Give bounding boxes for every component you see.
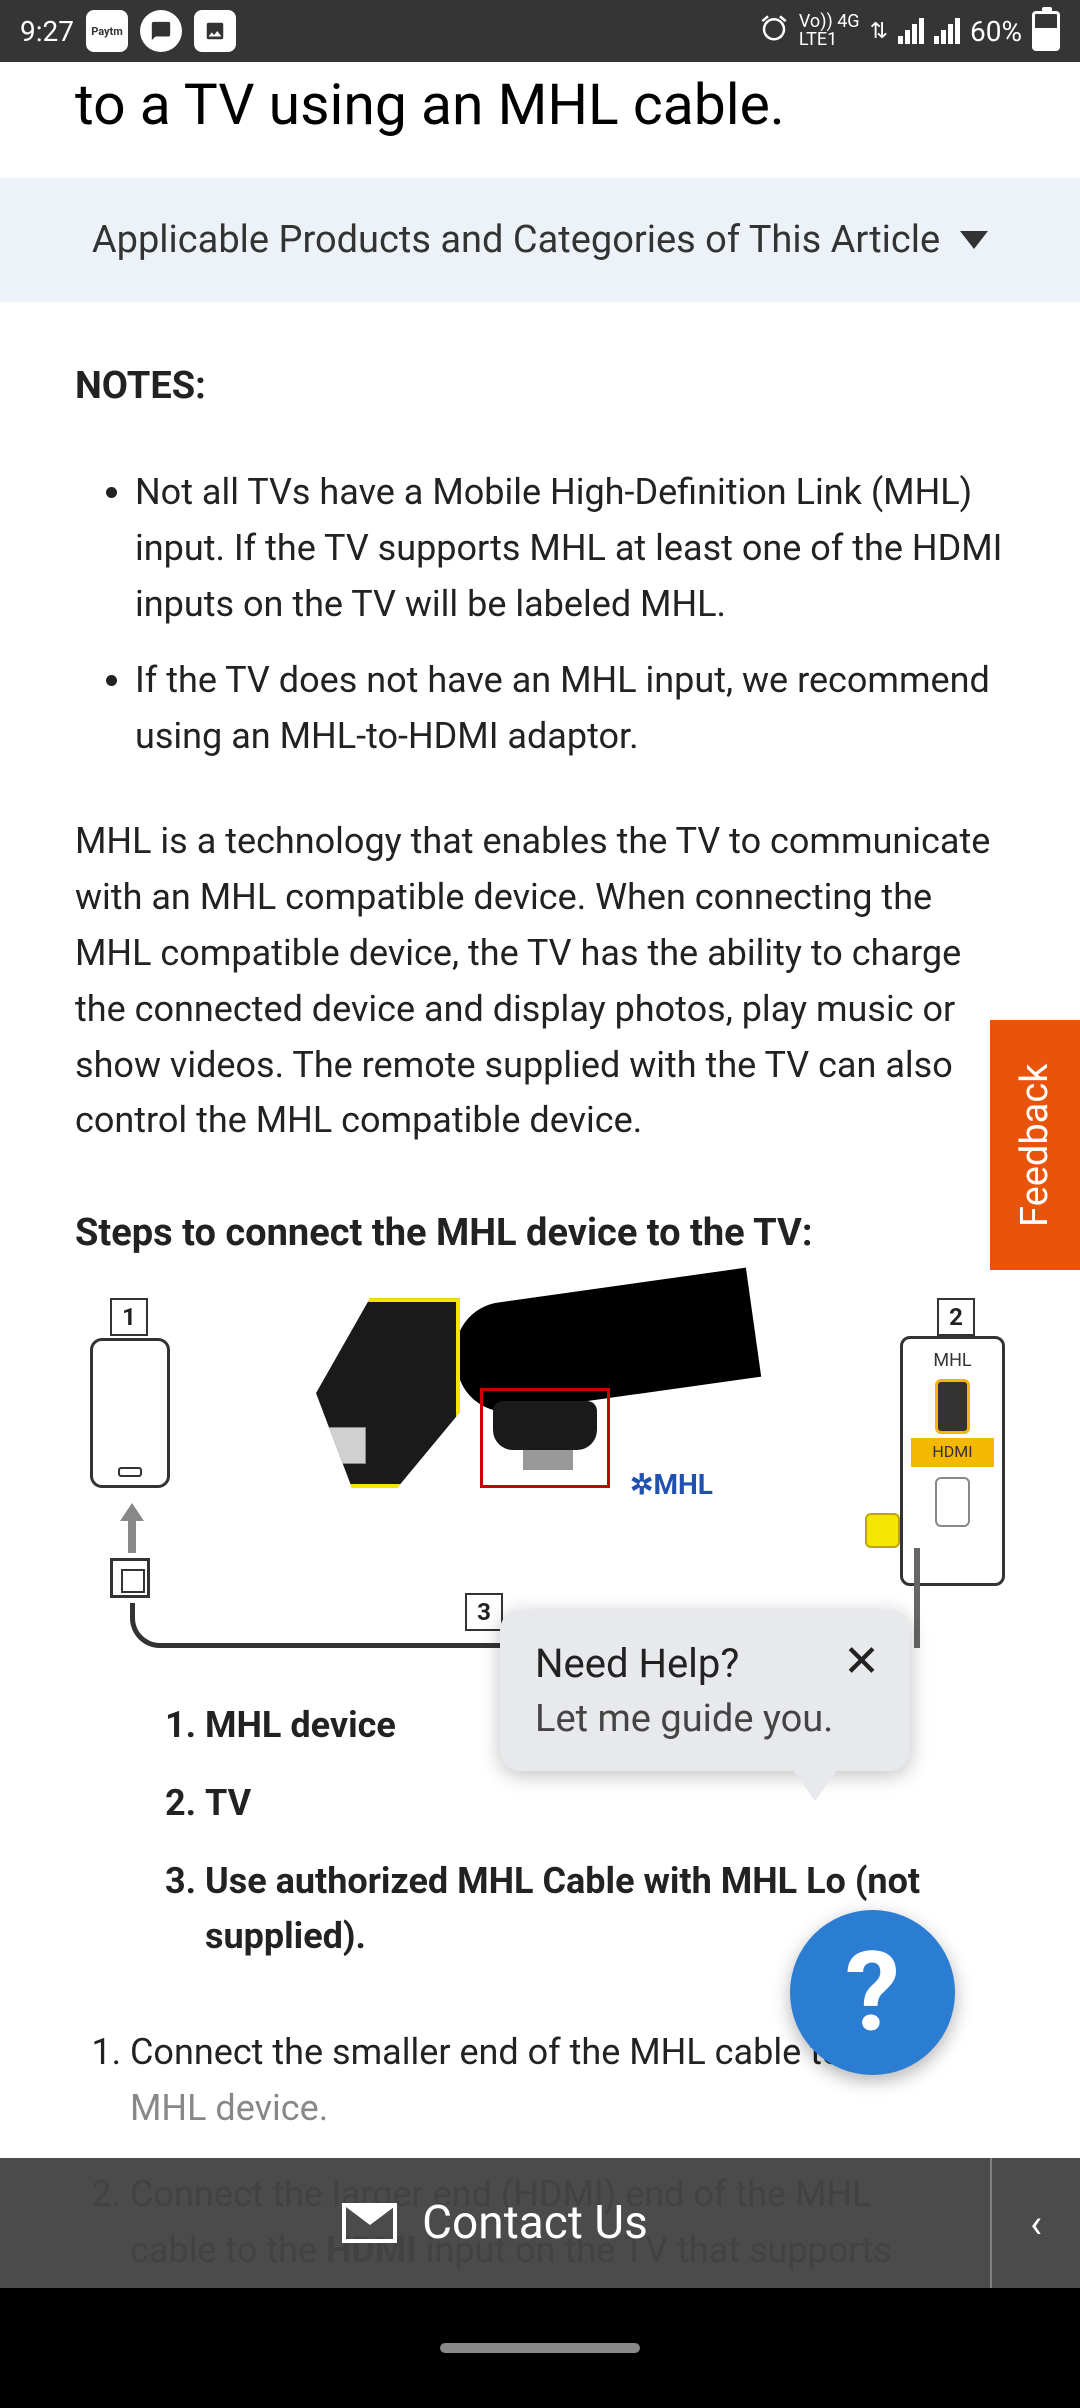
notes-heading: NOTES: xyxy=(75,357,1005,416)
paytm-icon: Paytm xyxy=(86,10,128,52)
mhl-logo: ✲MHL xyxy=(630,1463,713,1506)
android-nav-bar xyxy=(0,2288,1080,2408)
message-icon xyxy=(140,10,182,52)
adapter-icon xyxy=(110,1558,150,1598)
arrow-up-icon xyxy=(120,1503,140,1553)
mhl-connection-diagram: 1 3 ✲MHL 2 MHL HDMI xyxy=(75,1298,1005,1658)
notes-list: Not all TVs have a Mobile High-Definitio… xyxy=(75,465,1005,764)
contact-collapse-button[interactable]: ‹ xyxy=(990,2158,1080,2288)
micro-usb-icon xyxy=(480,1388,610,1488)
expander-label: Applicable Products and Categories of Th… xyxy=(92,218,940,262)
feedback-tab[interactable]: Feedback xyxy=(990,1020,1080,1270)
help-title: Need Help? xyxy=(535,1640,875,1687)
help-fab-button[interactable]: ? xyxy=(790,1910,955,2075)
contact-label: Contact Us xyxy=(422,2196,648,2250)
signal-icon-2 xyxy=(934,18,960,44)
notes-item: If the TV does not have an MHL input, we… xyxy=(135,653,1005,765)
nav-home-pill[interactable] xyxy=(440,2343,640,2353)
hdmi-port-icon xyxy=(935,1379,970,1434)
mhl-description: MHL is a technology that enables the TV … xyxy=(75,814,1005,1149)
hdmi-plug-icon xyxy=(280,1298,460,1488)
help-tooltip: ✕ Need Help? Let me guide you. xyxy=(500,1610,910,1771)
battery-icon xyxy=(1032,11,1060,51)
page-title: to a TV using an MHL cable. xyxy=(75,72,1005,138)
cable-right-line xyxy=(914,1548,920,1648)
tv-hdmi-label: HDMI xyxy=(911,1438,994,1467)
battery-pct: 60% xyxy=(970,15,1022,48)
notes-item: Not all TVs have a Mobile High-Definitio… xyxy=(135,465,1005,632)
signal-icon-1 xyxy=(898,18,924,44)
steps-heading: Steps to connect the MHL device to the T… xyxy=(75,1204,1005,1263)
alarm-icon xyxy=(759,13,789,50)
help-body: Let me guide you. xyxy=(535,1697,875,1741)
diagram-marker-2: 2 xyxy=(937,1298,975,1336)
data-arrows-icon: ⇅ xyxy=(870,19,888,44)
applicable-products-expander[interactable]: Applicable Products and Categories of Th… xyxy=(0,178,1080,302)
tv-mhl-label: MHL xyxy=(911,1347,994,1375)
feedback-label: Feedback xyxy=(1013,1063,1057,1227)
usb-port-icon xyxy=(935,1477,970,1527)
question-icon: ? xyxy=(845,1928,900,2057)
status-bar: 9:27 Paytm Vo)) 4GLTE1 ⇅ 60% xyxy=(0,0,1080,62)
contact-us-button[interactable]: Contact Us xyxy=(0,2196,990,2250)
gallery-icon xyxy=(194,10,236,52)
chevron-left-icon: ‹ xyxy=(1030,2200,1042,2247)
help-close-button[interactable]: ✕ xyxy=(843,1635,880,1687)
diagram-marker-1: 1 xyxy=(110,1298,148,1336)
hdmi-yellow-plug-icon xyxy=(865,1513,900,1548)
title-section: to a TV using an MHL cable. xyxy=(0,62,1080,178)
phone-outline-icon xyxy=(90,1338,170,1488)
chevron-down-icon xyxy=(960,231,988,249)
legend-item: TV xyxy=(205,1776,1005,1832)
contact-bar: Contact Us ‹ xyxy=(0,2158,1080,2288)
diagram-marker-3: 3 xyxy=(465,1593,503,1631)
mail-icon xyxy=(342,2203,397,2243)
status-time: 9:27 xyxy=(20,15,74,48)
network-type: Vo)) 4GLTE1 xyxy=(799,13,860,49)
